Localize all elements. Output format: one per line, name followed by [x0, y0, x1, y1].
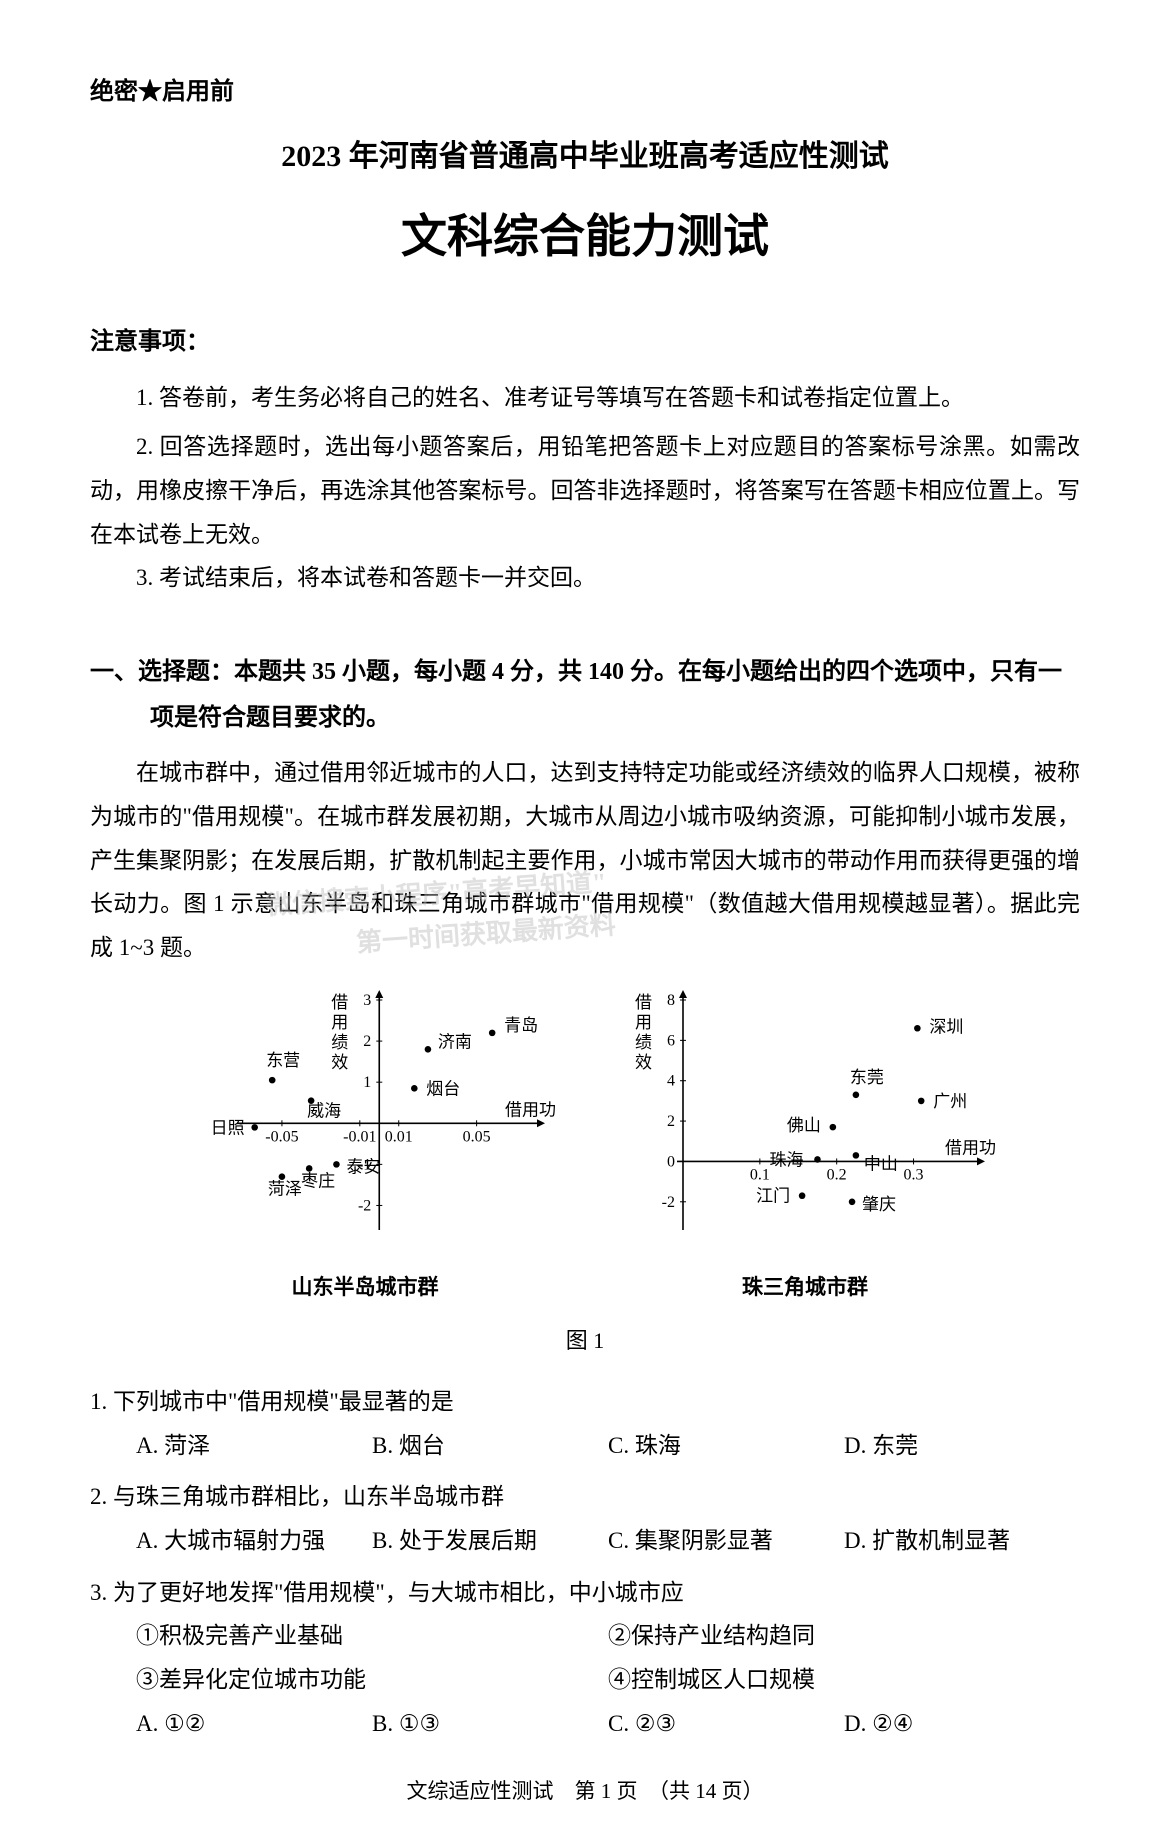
question-stem: 1. 下列城市中"借用规模"最显著的是	[90, 1380, 1080, 1424]
svg-text:枣庄: 枣庄	[301, 1171, 335, 1190]
passage-text: 在城市群中，通过借用邻近城市的人口，达到支持特定功能或经济绩效的临界人口规模，被…	[90, 751, 1080, 969]
svg-text:效: 效	[635, 1053, 652, 1072]
subitem: ②保持产业结构趋同	[608, 1614, 1080, 1658]
svg-text:-2: -2	[662, 1193, 675, 1210]
page-footer: 文综适应性测试 第 1 页 （共 14 页）	[90, 1772, 1080, 1812]
svg-text:3: 3	[363, 992, 371, 1009]
svg-text:0.1: 0.1	[750, 1166, 770, 1183]
svg-text:东莞: 东莞	[850, 1067, 884, 1086]
chart-left-svg: -0.05-0.010.010.05-2-1123借用功能借用绩效青岛济南烟台东…	[175, 988, 555, 1248]
subitem: ④控制城区人口规模	[608, 1658, 1080, 1702]
svg-text:0.2: 0.2	[827, 1166, 847, 1183]
question-2: 2. 与珠三角城市群相比，山东半岛城市群A. 大城市辐射力强B. 处于发展后期C…	[90, 1475, 1080, 1562]
option[interactable]: A. ①②	[136, 1702, 372, 1746]
svg-text:借: 借	[635, 993, 652, 1012]
option[interactable]: B. 烟台	[372, 1424, 608, 1468]
svg-text:借: 借	[331, 993, 348, 1012]
svg-text:日照: 日照	[211, 1118, 245, 1137]
option[interactable]: C. 集聚阴影显著	[608, 1519, 844, 1563]
chart-left-title: 山东半岛城市群	[175, 1268, 555, 1308]
svg-text:-0.01: -0.01	[343, 1128, 376, 1145]
confidential-label: 绝密★启用前	[90, 70, 1080, 116]
svg-text:珠海: 珠海	[769, 1150, 803, 1169]
svg-text:用: 用	[331, 1013, 348, 1032]
question-1: 1. 下列城市中"借用规模"最显著的是A. 菏泽B. 烟台C. 珠海D. 东莞	[90, 1380, 1080, 1467]
svg-text:菏泽: 菏泽	[268, 1179, 302, 1198]
chart-right-title: 珠三角城市群	[615, 1268, 995, 1308]
option[interactable]: A. 菏泽	[136, 1424, 372, 1468]
question-options: A. ①②B. ①③C. ②③D. ②④	[136, 1702, 1080, 1746]
svg-text:绩: 绩	[635, 1033, 652, 1052]
questions-block: 1. 下列城市中"借用规模"最显著的是A. 菏泽B. 烟台C. 珠海D. 东莞2…	[90, 1380, 1080, 1746]
svg-text:佛山: 佛山	[787, 1116, 821, 1135]
exam-subtitle: 2023 年河南省普通高中毕业班高考适应性测试	[90, 128, 1080, 185]
option[interactable]: D. ②④	[844, 1702, 1080, 1746]
chart-left: -0.05-0.010.010.05-2-1123借用功能借用绩效青岛济南烟台东…	[175, 988, 555, 1309]
chart-right: 0.1 0.2 0.3 -2 0 2 4 6 8 借用功能 借用绩效 深圳广州 东莞佛山中山 珠海江门 肇庆…	[615, 988, 995, 1309]
figure-label: 图 1	[90, 1320, 1080, 1362]
svg-text:0.05: 0.05	[463, 1128, 491, 1145]
question-subitems: ①积极完善产业基础②保持产业结构趋同③差异化定位城市功能④控制城区人口规模	[136, 1614, 1080, 1701]
svg-text:2: 2	[363, 1033, 371, 1050]
svg-text:济南: 济南	[438, 1032, 472, 1051]
instruction-1: 1. 答卷前，考生务必将自己的姓名、准考证号等填写在答题卡和试卷指定位置上。	[90, 376, 1080, 420]
section1-heading: 一、选择题：本题共 35 小题，每小题 4 分，共 140 分。在每小题给出的四…	[150, 650, 1080, 741]
exam-title: 文科综合能力测试	[90, 193, 1080, 280]
svg-text:江门: 江门	[756, 1186, 790, 1205]
question-options: A. 大城市辐射力强B. 处于发展后期C. 集聚阴影显著D. 扩散机制显著	[136, 1519, 1080, 1563]
subitem: ③差异化定位城市功能	[136, 1658, 608, 1702]
question-stem: 2. 与珠三角城市群相比，山东半岛城市群	[90, 1475, 1080, 1519]
svg-text:-0.05: -0.05	[265, 1128, 298, 1145]
svg-text:绩: 绩	[331, 1033, 348, 1052]
instruction-3: 3. 考试结束后，将本试卷和答题卡一并交回。	[90, 556, 1080, 600]
option[interactable]: A. 大城市辐射力强	[136, 1519, 372, 1563]
option[interactable]: B. 处于发展后期	[372, 1519, 608, 1563]
svg-text:2: 2	[667, 1113, 675, 1130]
svg-text:0.3: 0.3	[904, 1166, 924, 1183]
notice-heading: 注意事项：	[90, 320, 1080, 366]
option[interactable]: C. ②③	[608, 1702, 844, 1746]
svg-text:4: 4	[667, 1072, 675, 1089]
option[interactable]: B. ①③	[372, 1702, 608, 1746]
question-options: A. 菏泽B. 烟台C. 珠海D. 东莞	[136, 1424, 1080, 1468]
svg-text:0.01: 0.01	[385, 1128, 413, 1145]
option[interactable]: C. 珠海	[608, 1424, 844, 1468]
svg-text:效: 效	[331, 1053, 348, 1072]
svg-text:深圳: 深圳	[929, 1017, 963, 1036]
svg-text:6: 6	[667, 1032, 675, 1049]
svg-text:借用功能: 借用功能	[945, 1138, 995, 1157]
svg-text:青岛: 青岛	[504, 1016, 538, 1035]
svg-text:0: 0	[667, 1153, 675, 1170]
svg-text:借用功能: 借用功能	[505, 1100, 555, 1119]
option[interactable]: D. 东莞	[844, 1424, 1080, 1468]
svg-text:泰安: 泰安	[346, 1157, 380, 1176]
svg-text:中山: 中山	[864, 1154, 898, 1173]
charts-container: -0.05-0.010.010.05-2-1123借用功能借用绩效青岛济南烟台东…	[90, 988, 1080, 1309]
svg-text:威海: 威海	[307, 1101, 341, 1120]
svg-text:东营: 东营	[266, 1051, 300, 1070]
option[interactable]: D. 扩散机制显著	[844, 1519, 1080, 1563]
passage-content: 在城市群中，通过借用邻近城市的人口，达到支持特定功能或经济绩效的临界人口规模，被…	[90, 760, 1080, 960]
svg-text:8: 8	[667, 992, 675, 1009]
svg-text:烟台: 烟台	[426, 1079, 460, 1098]
svg-text:-2: -2	[358, 1197, 371, 1214]
svg-text:广州: 广州	[933, 1092, 967, 1111]
instruction-2: 2. 回答选择题时，选出每小题答案后，用铅笔把答题卡上对应题目的答案标号涂黑。如…	[90, 425, 1080, 556]
question-stem: 3. 为了更好地发挥"借用规模"，与大城市相比，中小城市应	[90, 1571, 1080, 1615]
svg-text:肇庆: 肇庆	[862, 1194, 896, 1213]
subitem: ①积极完善产业基础	[136, 1614, 608, 1658]
svg-text:1: 1	[363, 1074, 371, 1091]
question-3: 3. 为了更好地发挥"借用规模"，与大城市相比，中小城市应①积极完善产业基础②保…	[90, 1571, 1080, 1746]
svg-text:用: 用	[635, 1013, 652, 1032]
chart-right-svg: 0.1 0.2 0.3 -2 0 2 4 6 8 借用功能 借用绩效 深圳广州 东莞佛山中山 珠海江门 肇庆	[615, 988, 995, 1248]
